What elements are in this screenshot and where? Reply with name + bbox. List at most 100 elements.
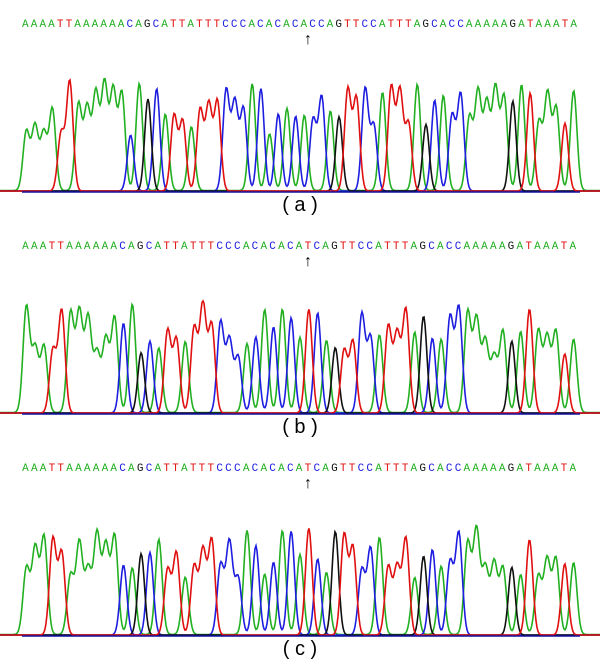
base-letter: A	[518, 19, 525, 31]
base-letter: A	[465, 19, 473, 31]
base-letter: A	[481, 463, 488, 475]
base-letter: C	[357, 241, 365, 253]
base-letter: A	[472, 463, 479, 475]
base-letter: C	[286, 241, 294, 253]
base-letter: T	[198, 241, 206, 253]
base-letter: A	[439, 19, 447, 31]
base-letter: C	[309, 19, 316, 31]
base-letter: C	[251, 241, 259, 253]
base-letter: T	[204, 19, 212, 31]
base-letter: C	[370, 19, 377, 31]
base-letter: T	[396, 19, 403, 31]
base-letter: A	[283, 19, 290, 31]
base-letter: A	[463, 463, 471, 475]
base-letter: C	[119, 463, 126, 475]
mutation-arrow-b: ↑	[304, 253, 312, 270]
base-letter: T	[525, 463, 532, 475]
base-letter: C	[119, 241, 126, 253]
base-letter: A	[101, 241, 109, 253]
base-letter: T	[348, 241, 356, 253]
base-letter: A	[74, 19, 81, 31]
base-letter: C	[233, 241, 241, 253]
base-letter: A	[544, 19, 551, 31]
base-letter: T	[392, 241, 400, 253]
base-letter: T	[561, 19, 569, 31]
trace-plot-c	[0, 524, 600, 637]
base-letter: G	[335, 19, 342, 31]
base-letter: C	[239, 19, 247, 31]
base-letter: A	[474, 19, 482, 31]
base-letter: A	[498, 463, 506, 475]
base-letter: A	[260, 241, 268, 253]
base-letter: A	[278, 463, 285, 475]
base-letter: A	[66, 241, 73, 253]
base-letter: A	[534, 241, 541, 253]
base-letter: A	[135, 19, 142, 31]
base-letter: A	[83, 241, 91, 253]
base-letter: C	[274, 19, 282, 31]
base-letter: G	[136, 463, 144, 475]
base-letter: G	[509, 19, 517, 31]
base-letter: A	[481, 241, 488, 253]
base-letter: T	[56, 19, 64, 31]
base-letter: C	[313, 241, 321, 253]
base-letter: T	[525, 241, 532, 253]
base-letter: A	[378, 19, 386, 31]
base-letter: A	[242, 463, 250, 475]
base-letter: A	[295, 463, 303, 475]
base-letter: T	[348, 463, 356, 475]
base-letter: C	[428, 463, 435, 475]
base-letter: A	[101, 463, 109, 475]
base-letter: A	[181, 241, 188, 253]
base-letter: C	[317, 19, 325, 31]
base-letter: T	[172, 241, 179, 253]
base-letter: A	[326, 19, 334, 31]
base-letter: T	[163, 463, 170, 475]
base-letter: T	[213, 19, 221, 31]
trace-a	[0, 524, 600, 636]
base-letter: A	[300, 19, 308, 31]
base-letter: A	[516, 241, 524, 253]
trace-g	[0, 529, 600, 636]
base-letter: T	[48, 241, 56, 253]
trace-t	[0, 78, 600, 192]
base-letter: G	[419, 241, 426, 253]
base-letter: A	[128, 463, 135, 475]
base-letter: A	[100, 19, 107, 31]
base-letter: G	[419, 463, 426, 475]
base-letter: A	[92, 463, 100, 475]
base-letter: C	[457, 19, 464, 31]
base-letter: G	[331, 241, 338, 253]
base-letter: A	[187, 19, 195, 31]
base-letter: A	[30, 241, 38, 253]
base-letter: A	[39, 463, 47, 475]
base-letter: T	[387, 19, 395, 31]
mutation-arrow-c: ↑	[304, 475, 312, 492]
base-letter: T	[560, 241, 568, 253]
base-letter: C	[225, 241, 232, 253]
trace-a	[0, 302, 600, 414]
base-letter: T	[304, 463, 312, 475]
base-letter: A	[516, 463, 524, 475]
base-letter: A	[375, 463, 382, 475]
base-letter: A	[39, 241, 47, 253]
base-letter: T	[189, 241, 197, 253]
base-letter: A	[569, 463, 577, 475]
base-letter: C	[454, 463, 462, 475]
base-letter: A	[472, 241, 479, 253]
base-letter: A	[181, 463, 188, 475]
base-letter: A	[154, 463, 162, 475]
trace-plot-a	[0, 77, 600, 193]
base-letter: G	[143, 19, 151, 31]
caption-b: ( b )	[282, 416, 318, 438]
trace-t	[0, 528, 600, 636]
base-letter: A	[30, 463, 38, 475]
base-letter: A	[322, 241, 329, 253]
base-letter: T	[163, 241, 170, 253]
base-letter: A	[22, 463, 29, 475]
base-letter: G	[136, 241, 144, 253]
base-letter: C	[448, 19, 456, 31]
